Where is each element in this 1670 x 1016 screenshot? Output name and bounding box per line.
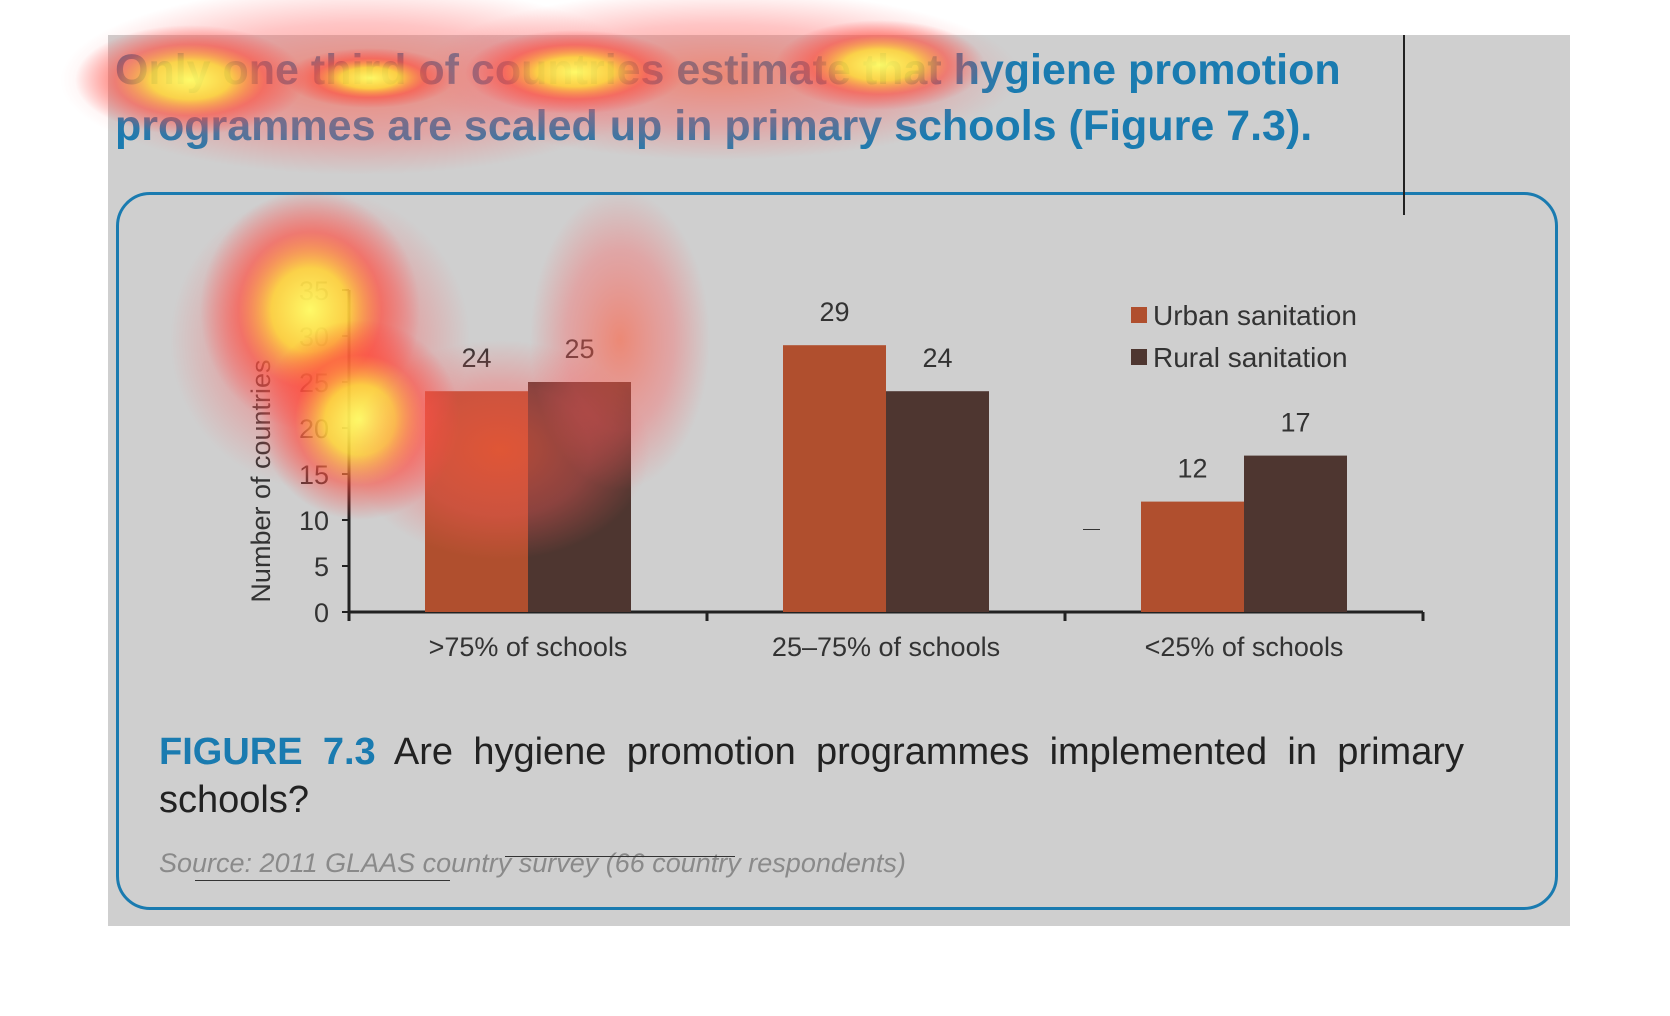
y-tick-label: 30 xyxy=(299,322,329,352)
annotation-overline xyxy=(505,856,735,857)
y-axis-label: Number of countries xyxy=(246,359,276,602)
source-note: Source: 2011 GLAAS country survey (66 co… xyxy=(159,848,906,878)
y-tick-label: 20 xyxy=(299,414,329,444)
headline: Only one third of countries estimate tha… xyxy=(115,46,1341,150)
annotation-underline xyxy=(195,880,450,881)
y-tick-label: 10 xyxy=(299,506,329,536)
caption-text: Are hygiene promotion programmes impleme… xyxy=(159,731,1464,821)
y-tick-label: 15 xyxy=(299,460,329,490)
y-tick-label: 25 xyxy=(299,368,329,398)
x-category-label: >75% of schools xyxy=(429,632,628,662)
data-label: 29 xyxy=(819,297,849,327)
y-tick-label: 35 xyxy=(299,276,329,306)
bar xyxy=(425,391,528,612)
data-label: 25 xyxy=(564,334,594,364)
y-tick-label: 5 xyxy=(314,552,329,582)
bar xyxy=(528,382,631,612)
bar xyxy=(1141,501,1244,612)
data-label: 24 xyxy=(461,343,491,373)
data-label: 17 xyxy=(1280,408,1310,438)
text-cursor xyxy=(1403,35,1405,215)
legend-label: Rural sanitation xyxy=(1153,342,1348,373)
figure-number: FIGURE 7.3 xyxy=(159,731,376,773)
bar xyxy=(886,391,989,612)
legend-swatch xyxy=(1131,349,1147,365)
bar xyxy=(1244,455,1347,612)
legend-label: Urban sanitation xyxy=(1153,300,1357,331)
legend-swatch xyxy=(1131,307,1147,323)
data-label: 12 xyxy=(1177,454,1207,484)
y-tick-label: 0 xyxy=(314,598,329,628)
x-category-label: <25% of schools xyxy=(1145,632,1344,662)
bar xyxy=(783,345,886,612)
annotation-dash xyxy=(1083,529,1100,530)
x-category-label: 25–75% of schools xyxy=(772,632,1000,662)
data-label: 24 xyxy=(922,343,952,373)
figure-caption: FIGURE 7.3 Are hygiene promotion program… xyxy=(159,728,1464,824)
figure-frame xyxy=(116,192,1558,910)
